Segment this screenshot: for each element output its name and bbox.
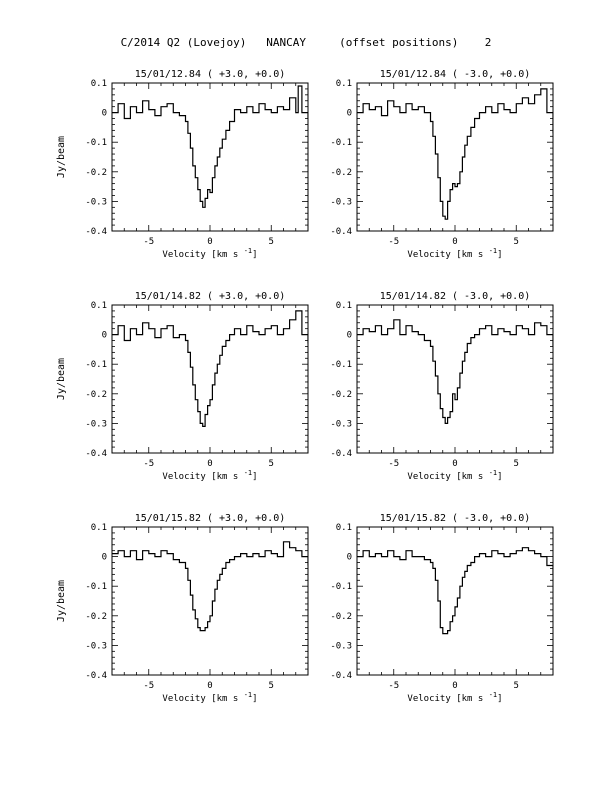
y-tick-label: 0 <box>347 331 352 341</box>
x-axis-label: Velocity [km s -1] <box>407 691 502 704</box>
y-tick-label: 0 <box>347 553 352 563</box>
y-tick-label: -0.4 <box>85 227 107 237</box>
x-tick-label: 5 <box>269 681 274 691</box>
y-tick-label: -0.1 <box>85 360 107 370</box>
x-tick-label: 5 <box>514 459 519 469</box>
spectrum-panel-6: -5 0 5 -0.4 -0.3 -0.2 -0.1 0 0.1 15/01/15.82 ( -3… <box>330 513 554 704</box>
y-tick-label: 0 <box>347 109 352 119</box>
y-tick-label: 0.1 <box>336 79 352 89</box>
y-tick-label: -0.2 <box>85 612 107 622</box>
y-tick-label: 0.1 <box>91 79 107 89</box>
y-axis-label: Jy/beam <box>56 136 67 178</box>
x-tick-label: 0 <box>452 459 457 469</box>
panel-title: 15/01/14.82 ( -3.0, +0.0) <box>380 291 531 302</box>
spectrum-line <box>357 88 553 220</box>
y-tick-label: -0.1 <box>85 138 107 148</box>
y-axis-label: Jy/beam <box>56 580 67 622</box>
y-tick-label: 0.1 <box>91 523 107 533</box>
plot-frame <box>356 304 554 454</box>
y-tick-label: -0.3 <box>330 419 352 429</box>
spectrum-line <box>357 319 553 424</box>
spectrum-line <box>357 547 553 635</box>
y-tick-label: 0.1 <box>336 301 352 311</box>
y-tick-label: -0.4 <box>85 449 107 459</box>
x-axis-label: Velocity [km s -1] <box>407 247 502 260</box>
x-tick-label: 5 <box>269 237 274 247</box>
y-axis-label: Jy/beam <box>56 358 67 400</box>
spectrum-panel-2: -5 0 5 -0.4 -0.3 -0.2 -0.1 0 0.1 15/01/12.84 ( -3… <box>330 69 554 260</box>
spectrum-line <box>112 541 308 632</box>
y-tick-label: -0.1 <box>330 138 352 148</box>
x-tick-label: -5 <box>143 237 154 247</box>
spectrum-panel-4: -5 0 5 -0.4 -0.3 -0.2 -0.1 0 0.1 15/01/14.82 ( -3… <box>330 291 554 482</box>
spectrum-panel-3: -5 0 5 -0.4 -0.3 -0.2 -0.1 0 0.1 15/01/14.82 ( +3… <box>56 291 309 482</box>
x-tick-label: 0 <box>207 681 212 691</box>
plot-frame <box>111 304 309 454</box>
x-tick-label: -5 <box>143 681 154 691</box>
panel-title: 15/01/15.82 ( -3.0, +0.0) <box>380 513 531 524</box>
panel-title: 15/01/14.82 ( +3.0, +0.0) <box>135 291 286 302</box>
y-tick-label: -0.3 <box>85 419 107 429</box>
y-tick-label: -0.3 <box>330 197 352 207</box>
x-tick-label: 5 <box>514 681 519 691</box>
x-tick-label: -5 <box>143 459 154 469</box>
y-tick-label: 0 <box>102 109 107 119</box>
x-tick-label: 5 <box>514 237 519 247</box>
x-tick-label: -5 <box>388 681 399 691</box>
y-tick-label: -0.3 <box>85 197 107 207</box>
y-tick-label: -0.2 <box>330 390 352 400</box>
x-tick-label: 0 <box>452 681 457 691</box>
figure-title: C/2014 Q2 (Lovejoy) NANCAY (offset posit… <box>120 36 492 49</box>
y-tick-label: 0.1 <box>91 301 107 311</box>
y-tick-label: -0.1 <box>330 360 352 370</box>
plot-frame <box>356 82 554 232</box>
y-tick-label: -0.4 <box>330 449 352 459</box>
x-axis-label: Velocity [km s -1] <box>407 469 502 482</box>
x-axis-label: Velocity [km s -1] <box>162 691 257 704</box>
y-tick-label: 0 <box>102 553 107 563</box>
x-tick-label: -5 <box>388 459 399 469</box>
panel-title: 15/01/12.84 ( +3.0, +0.0) <box>135 69 286 80</box>
panel-title: 15/01/15.82 ( +3.0, +0.0) <box>135 513 286 524</box>
y-tick-label: -0.4 <box>330 227 352 237</box>
y-tick-label: -0.4 <box>85 671 107 681</box>
y-tick-label: -0.3 <box>330 641 352 651</box>
x-axis-label: Velocity [km s -1] <box>162 469 257 482</box>
y-tick-label: -0.2 <box>330 612 352 622</box>
y-tick-label: -0.4 <box>330 671 352 681</box>
y-tick-label: -0.2 <box>85 168 107 178</box>
y-tick-label: -0.2 <box>85 390 107 400</box>
y-tick-label: -0.1 <box>330 582 352 592</box>
panel-title: 15/01/12.84 ( -3.0, +0.0) <box>380 69 531 80</box>
spectrum-line <box>112 85 308 208</box>
x-tick-label: 5 <box>269 459 274 469</box>
plot-frame <box>111 526 309 676</box>
x-tick-label: 0 <box>207 459 212 469</box>
plot-frame <box>356 526 554 676</box>
y-tick-label: 0 <box>102 331 107 341</box>
y-tick-label: 0.1 <box>336 523 352 533</box>
spectrum-panel-1: -5 0 5 -0.4 -0.3 -0.2 -0.1 0 0.1 15/01/12.84 ( +3… <box>56 69 309 260</box>
x-axis-label: Velocity [km s -1] <box>162 247 257 260</box>
y-tick-label: -0.3 <box>85 641 107 651</box>
x-tick-label: 0 <box>452 237 457 247</box>
x-tick-label: -5 <box>388 237 399 247</box>
spectrum-panel-5: -5 0 5 -0.4 -0.3 -0.2 -0.1 0 0.1 15/01/15.82 ( +3… <box>56 513 309 704</box>
x-tick-label: 0 <box>207 237 212 247</box>
plot-frame <box>111 82 309 232</box>
y-tick-label: -0.2 <box>330 168 352 178</box>
y-tick-label: -0.1 <box>85 582 107 592</box>
spectrum-line <box>112 310 308 427</box>
